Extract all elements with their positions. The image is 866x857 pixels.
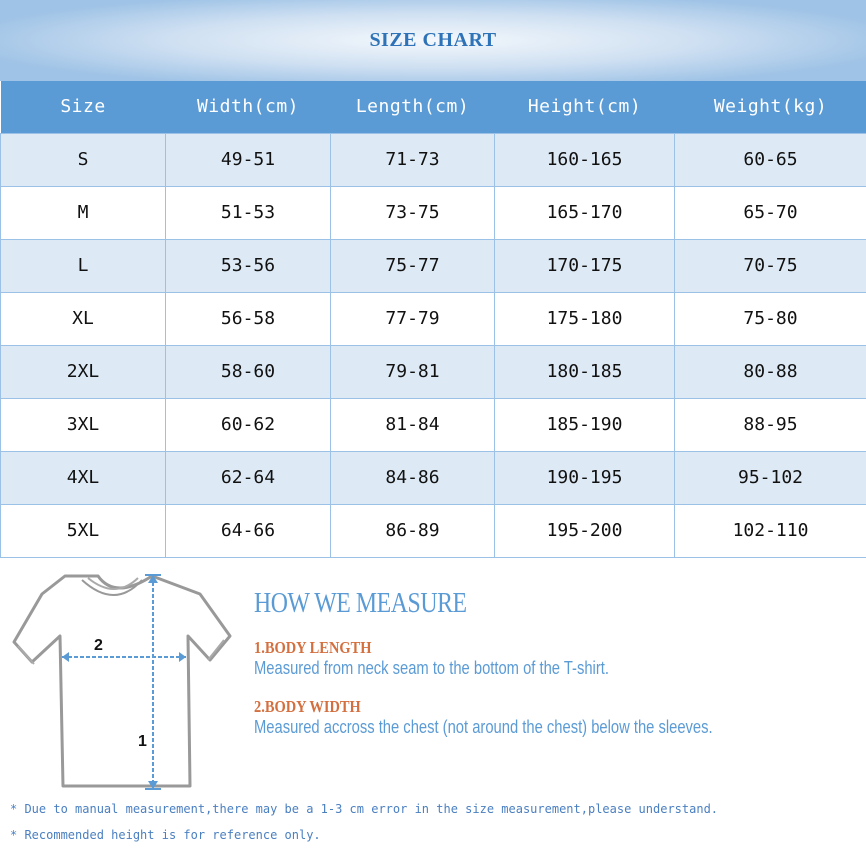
table-cell: 180-185 (494, 344, 675, 399)
table-cell: 190-195 (494, 450, 675, 505)
body-width-desc: Measured accross the chest (not around t… (254, 717, 713, 737)
table-cell: 185-190 (494, 397, 675, 452)
table-row: S 49-51 71-73 160-165 60-65 (0, 132, 866, 187)
table-cell: 70-75 (674, 238, 866, 293)
table-cell: 84-86 (330, 450, 495, 505)
table-cell: 170-175 (494, 238, 675, 293)
size-table: Size Width(cm) Length(cm) Height(cm) Wei… (0, 81, 866, 558)
table-row: 5XL 64-66 86-89 195-200 102-110 (0, 503, 866, 558)
table-cell: 102-110 (674, 503, 866, 558)
table-row: 4XL 62-64 84-86 190-195 95-102 (0, 450, 866, 505)
table-cell: 88-95 (674, 397, 866, 452)
table-cell: L (0, 238, 166, 293)
table-cell: 2XL (0, 344, 166, 399)
page-title: SIZE CHART (369, 29, 497, 51)
table-cell: 60-65 (674, 132, 866, 187)
column-header: Size (0, 81, 166, 133)
table-cell: 51-53 (165, 185, 331, 240)
table-cell: 5XL (0, 503, 166, 558)
table-cell: 56-58 (165, 291, 331, 346)
column-header: Weight(kg) (674, 81, 866, 133)
title-banner: SIZE CHART (0, 0, 866, 81)
width-label: 2 (94, 637, 103, 654)
table-cell: 86-89 (330, 503, 495, 558)
table-cell: 60-62 (165, 397, 331, 452)
column-header: Width(cm) (165, 81, 331, 133)
body-width-heading: 2.BODY WIDTH (254, 697, 361, 716)
table-cell: 81-84 (330, 397, 495, 452)
table-cell: 75-80 (674, 291, 866, 346)
table-cell: S (0, 132, 166, 187)
table-cell: 73-75 (330, 185, 495, 240)
table-row: L 53-56 75-77 170-175 70-75 (0, 238, 866, 293)
table-cell: 3XL (0, 397, 166, 452)
table-cell: XL (0, 291, 166, 346)
body-length-heading: 1.BODY LENGTH (254, 638, 372, 657)
table-cell: 49-51 (165, 132, 331, 187)
table-cell: 95-102 (674, 450, 866, 505)
table-cell: 58-60 (165, 344, 331, 399)
table-row: 2XL 58-60 79-81 180-185 80-88 (0, 344, 866, 399)
table-cell: 64-66 (165, 503, 331, 558)
table-cell: 75-77 (330, 238, 495, 293)
table-cell: 4XL (0, 450, 166, 505)
table-cell: 65-70 (674, 185, 866, 240)
measure-section: HOW WE MEASURE 1.BODY LENGTH Measured fr… (254, 588, 813, 738)
column-header: Height(cm) (494, 81, 675, 133)
tshirt-diagram-icon: 2 1 (12, 574, 232, 790)
table-cell: 77-79 (330, 291, 495, 346)
table-cell: 71-73 (330, 132, 495, 187)
column-header: Length(cm) (330, 81, 495, 133)
table-row: XL 56-58 77-79 175-180 75-80 (0, 291, 866, 346)
note-height: * Recommended height is for reference on… (10, 828, 321, 842)
note-error: * Due to manual measurement,there may be… (10, 802, 719, 816)
table-cell: 165-170 (494, 185, 675, 240)
measure-title: HOW WE MEASURE (254, 588, 467, 619)
table-header-row: Size Width(cm) Length(cm) Height(cm) Wei… (0, 81, 866, 133)
table-row: M 51-53 73-75 165-170 65-70 (0, 185, 866, 240)
table-cell: M (0, 185, 166, 240)
table-cell: 62-64 (165, 450, 331, 505)
table-row: 3XL 60-62 81-84 185-190 88-95 (0, 397, 866, 452)
table-cell: 53-56 (165, 238, 331, 293)
table-cell: 160-165 (494, 132, 675, 187)
body-length-desc: Measured from neck seam to the bottom of… (254, 658, 609, 678)
table-cell: 80-88 (674, 344, 866, 399)
table-cell: 195-200 (494, 503, 675, 558)
table-cell: 175-180 (494, 291, 675, 346)
table-cell: 79-81 (330, 344, 495, 399)
length-label: 1 (138, 733, 147, 750)
